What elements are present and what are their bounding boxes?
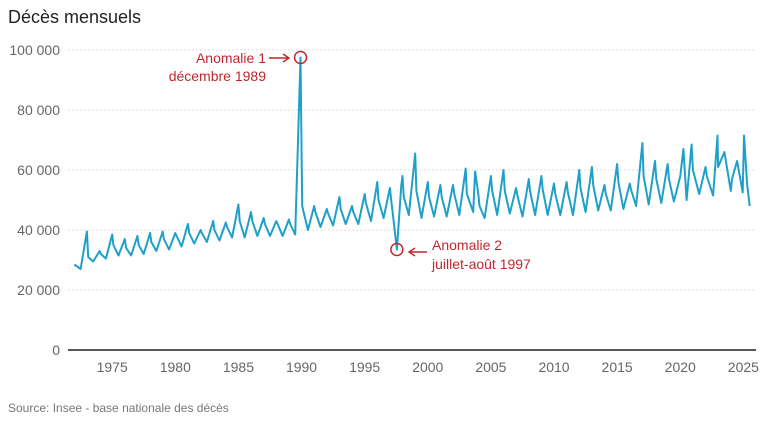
x-axis-ticks: 1975 1980 1985 1990 1995 2000 2005 2010 2015 2020…: [97, 359, 760, 375]
annotation-1-arrowhead: [282, 53, 291, 63]
x-tick-label: 1975: [97, 359, 128, 375]
x-tick-label: 2010: [538, 359, 569, 375]
x-tick-label: 1995: [349, 359, 380, 375]
y-tick-label: 40 000: [17, 222, 60, 238]
annotation-1: Anomalie 1 décembre 1989: [169, 50, 308, 84]
chart-title: Décès mensuels: [8, 7, 142, 27]
annotation-1-line-1: Anomalie 1: [196, 50, 266, 66]
y-tick-label: 100 000: [9, 42, 60, 58]
annotation-2-line-1: Anomalie 2: [432, 237, 502, 253]
annotation-1-marker: [293, 50, 308, 65]
y-tick-label: 80 000: [17, 102, 60, 118]
x-tick-label: 2020: [665, 359, 696, 375]
x-tick-label: 2000: [412, 359, 443, 375]
annotation-2-line-2: juillet-août 1997: [431, 256, 531, 272]
gridlines: [68, 49, 756, 291]
x-tick-label: 2015: [602, 359, 633, 375]
x-tick-label: 2025: [728, 359, 759, 375]
x-tick-label: 1980: [160, 359, 191, 375]
x-tick-label: 1985: [223, 359, 254, 375]
source-note: Source: Insee - base nationale des décès: [8, 401, 229, 415]
y-tick-label: 0: [52, 342, 60, 358]
annotation-2: Anomalie 2 juillet-août 1997: [390, 237, 531, 272]
y-axis-ticks: 0 20 000 40 000 60 000 80 000 100 000: [9, 42, 60, 358]
y-tick-label: 60 000: [17, 162, 60, 178]
x-tick-label: 2005: [475, 359, 506, 375]
series-line: [73, 56, 751, 270]
annotation-1-line-2: décembre 1989: [169, 68, 267, 84]
annotation-2-arrowhead: [407, 247, 416, 257]
annotation-2-marker: [390, 242, 404, 257]
y-tick-label: 20 000: [17, 282, 60, 298]
x-tick-label: 1990: [286, 359, 317, 375]
series-group: [73, 56, 751, 270]
